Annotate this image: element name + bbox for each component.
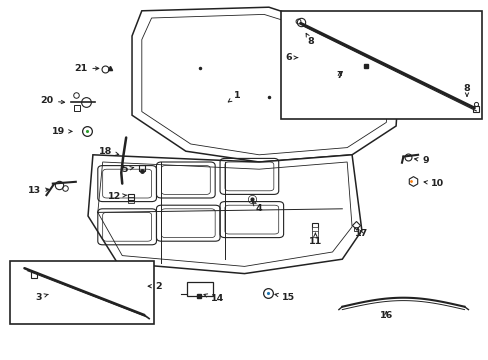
Text: 8: 8 <box>463 84 469 96</box>
Text: 20: 20 <box>40 96 64 105</box>
Text: 14: 14 <box>203 294 224 303</box>
Text: 18: 18 <box>98 147 119 156</box>
Text: 2: 2 <box>148 282 162 291</box>
Text: 10: 10 <box>423 179 443 188</box>
Polygon shape <box>88 155 361 274</box>
Text: 6: 6 <box>285 53 297 62</box>
Text: 4: 4 <box>252 202 262 213</box>
Text: 5: 5 <box>121 165 133 174</box>
Bar <box>10 261 154 324</box>
Text: 21: 21 <box>74 64 99 73</box>
Text: 11: 11 <box>308 233 322 246</box>
Text: 9: 9 <box>414 156 428 165</box>
Text: 1: 1 <box>228 91 240 102</box>
Text: 12: 12 <box>108 192 127 201</box>
Text: 13: 13 <box>28 186 49 195</box>
Polygon shape <box>132 7 400 162</box>
Text: 19: 19 <box>52 127 72 136</box>
Bar <box>281 11 481 119</box>
Text: 7: 7 <box>336 71 343 80</box>
Bar <box>187 282 212 296</box>
Text: 3: 3 <box>36 292 48 302</box>
Text: 17: 17 <box>354 230 368 239</box>
Text: 8: 8 <box>305 33 313 46</box>
Text: 16: 16 <box>379 310 392 320</box>
Text: 15: 15 <box>274 292 294 302</box>
